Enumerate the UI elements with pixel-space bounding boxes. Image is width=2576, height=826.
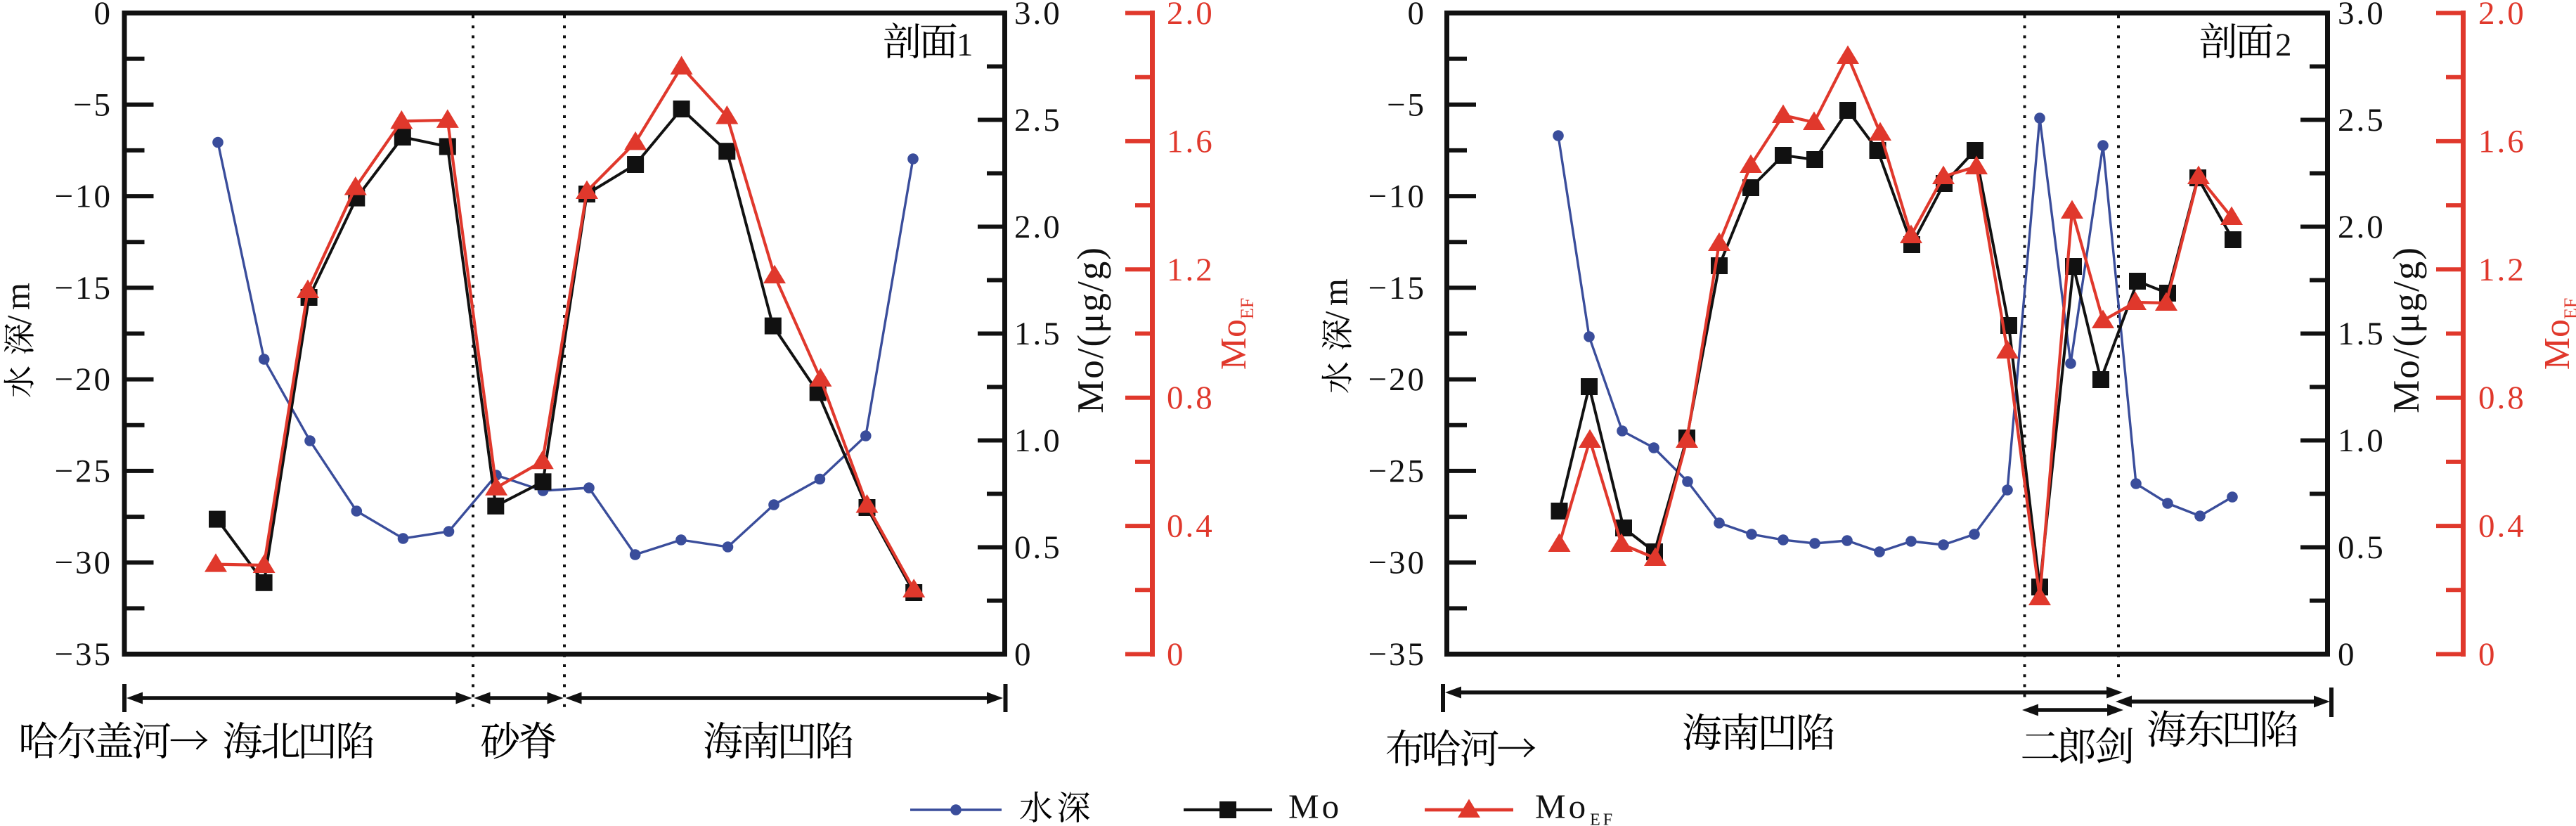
svg-text:1.2: 1.2	[2478, 252, 2526, 288]
svg-text:1.6: 1.6	[1167, 123, 1215, 160]
svg-text:2.0: 2.0	[2338, 209, 2386, 245]
svg-text:0: 0	[1167, 636, 1186, 673]
svg-text:−5: −5	[1387, 86, 1426, 123]
svg-text:0.4: 0.4	[1167, 508, 1215, 545]
svg-text:m: m	[1316, 278, 1355, 306]
svg-text:−25: −25	[1368, 453, 1426, 489]
svg-text:Mo: Mo	[1288, 787, 1342, 826]
svg-text:1: 1	[957, 27, 973, 63]
svg-text:−5: −5	[73, 86, 112, 123]
svg-text:−35: −35	[1368, 636, 1426, 673]
svg-text:−15: −15	[54, 270, 112, 306]
svg-text:0: 0	[1408, 0, 1427, 32]
svg-text:2.5: 2.5	[1014, 102, 1062, 138]
svg-text:1.2: 1.2	[1167, 252, 1215, 288]
svg-text:−10: −10	[1368, 179, 1426, 215]
svg-text:Mo/(μg/g): Mo/(μg/g)	[2386, 246, 2427, 413]
svg-text:1.5: 1.5	[2338, 316, 2386, 352]
svg-text:2.0: 2.0	[1014, 209, 1062, 245]
svg-text:/: /	[1317, 311, 1357, 321]
svg-text:3.0: 3.0	[2338, 0, 2386, 32]
svg-text:2.0: 2.0	[2478, 0, 2526, 32]
svg-text:2: 2	[2275, 27, 2292, 63]
svg-text:0.8: 0.8	[2478, 380, 2526, 416]
svg-text:0: 0	[94, 0, 113, 32]
svg-text:0.8: 0.8	[1167, 380, 1215, 416]
svg-text:−20: −20	[1368, 361, 1426, 398]
svg-text:0.4: 0.4	[2478, 508, 2526, 545]
svg-text:−30: −30	[54, 545, 112, 581]
svg-text:2.5: 2.5	[2338, 102, 2386, 138]
svg-text:2.0: 2.0	[1167, 0, 1215, 32]
svg-text:−35: −35	[54, 636, 112, 673]
svg-text:/: /	[0, 316, 39, 325]
svg-text:1.0: 1.0	[1014, 422, 1062, 459]
svg-text:1.0: 1.0	[2338, 422, 2386, 459]
svg-text:0: 0	[2478, 636, 2497, 673]
svg-text:0.5: 0.5	[2338, 529, 2386, 566]
svg-text:1.5: 1.5	[1014, 316, 1062, 352]
svg-text:0: 0	[1014, 636, 1033, 673]
svg-text:1.6: 1.6	[2478, 123, 2526, 160]
svg-text:0.5: 0.5	[1014, 529, 1062, 566]
svg-text:−25: −25	[54, 453, 112, 489]
svg-text:−20: −20	[54, 361, 112, 398]
svg-text:MoEF: MoEF	[2537, 298, 2576, 370]
svg-text:−30: −30	[1368, 545, 1426, 581]
svg-text:Mo/(μg/g): Mo/(μg/g)	[1070, 246, 1111, 413]
svg-text:MoEF: MoEF	[1214, 298, 1257, 370]
svg-text:MoEF: MoEF	[1535, 787, 1615, 826]
svg-text:−10: −10	[54, 179, 112, 215]
svg-text:m: m	[0, 283, 37, 310]
svg-text:−15: −15	[1368, 270, 1426, 306]
svg-text:3.0: 3.0	[1014, 0, 1062, 32]
svg-text:0: 0	[2338, 636, 2357, 673]
